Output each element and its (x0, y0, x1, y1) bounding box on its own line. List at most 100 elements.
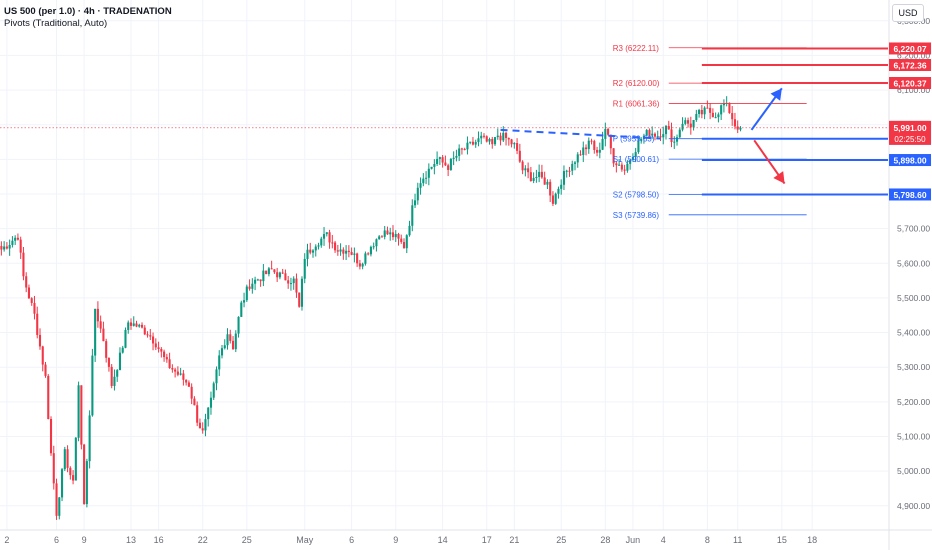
candle-body (460, 148, 463, 150)
candle-body (237, 316, 240, 334)
candle-body (532, 177, 535, 182)
pivot-label-s1: S1 (5900.61) (613, 155, 660, 164)
candle-body (66, 449, 69, 468)
candle-body (521, 161, 524, 171)
candle-body (152, 336, 155, 344)
candle-body (49, 419, 53, 454)
candle-body (356, 253, 359, 264)
candle-body (499, 135, 502, 141)
candle-body (549, 181, 552, 196)
candle-body (469, 141, 472, 143)
candle-body (231, 340, 235, 350)
candle-body (347, 250, 350, 253)
pivot-label-r1: R1 (6061.36) (613, 99, 660, 108)
price-tag: 6,120.37 (893, 79, 926, 89)
candle-body (626, 163, 629, 171)
candle-body (717, 114, 720, 118)
candle-body (254, 279, 257, 284)
candle-body (571, 163, 574, 171)
candle-body (306, 249, 309, 259)
candle-body (176, 371, 179, 375)
candle-body (196, 405, 199, 423)
x-tick-label: 17 (482, 535, 492, 545)
candle-body (276, 272, 279, 278)
candle-body (444, 162, 447, 166)
candle-body (728, 102, 731, 114)
candle-body (322, 234, 326, 239)
candle-body (720, 105, 723, 115)
candle-body (129, 322, 133, 326)
y-tick-label: 6,100.00 (897, 85, 930, 95)
candle-body (562, 171, 566, 185)
candle-body (709, 107, 712, 113)
candle-body (436, 158, 439, 165)
candle-body (3, 246, 6, 250)
candle-body (369, 246, 372, 255)
candle-body (168, 359, 171, 369)
candle-body (240, 302, 243, 317)
candle-body (430, 166, 433, 169)
y-tick-label: 5,200.00 (897, 397, 930, 407)
candle-body (416, 187, 419, 201)
candle-body (634, 152, 637, 158)
candle-body (582, 147, 585, 156)
candle-body (154, 343, 157, 348)
candle-body (535, 176, 538, 178)
candle-body (218, 355, 221, 370)
candle-body (58, 497, 61, 516)
candle-body (631, 157, 634, 160)
candle-body (284, 273, 287, 281)
y-tick-label: 5,700.00 (897, 224, 930, 234)
y-tick-label: 4,900.00 (897, 501, 930, 511)
candle-body (402, 241, 406, 249)
candle-body (618, 164, 621, 166)
candle-body (684, 120, 687, 124)
candle-body (662, 134, 665, 138)
x-tick-label: 25 (242, 535, 252, 545)
candle-body (538, 171, 541, 177)
candle-body (485, 136, 488, 142)
candle-body (637, 140, 640, 153)
candle-body (496, 135, 499, 138)
candle-body (143, 327, 146, 335)
price-tag-bg (889, 77, 931, 90)
candle-body (692, 120, 695, 128)
x-tick-label: 15 (777, 535, 787, 545)
candle-body (651, 133, 654, 136)
candle-body (243, 300, 246, 303)
candle-body (620, 164, 623, 170)
candle-body (267, 268, 270, 275)
candle-body (74, 437, 77, 481)
price-tag-bg (889, 188, 931, 201)
candle-body (14, 237, 17, 241)
candle-body (543, 177, 546, 185)
candle-body (309, 249, 312, 253)
candle-body (207, 407, 210, 420)
candle-body (389, 232, 392, 235)
candle-body (609, 134, 612, 149)
candle-body (80, 385, 83, 445)
candle-body (480, 135, 483, 139)
current-price-tag: 5,991.00 (893, 123, 926, 133)
candle-body (733, 119, 736, 127)
currency-button[interactable]: USD (892, 4, 924, 22)
x-tick-label: 22 (198, 535, 208, 545)
candle-body (593, 141, 596, 150)
candle-body (576, 154, 579, 163)
candle-body (226, 334, 229, 346)
candle-body (345, 250, 348, 254)
candle-body (22, 252, 25, 277)
candle-body (449, 158, 452, 170)
candle-body (623, 169, 626, 171)
candle-body (477, 138, 480, 143)
candle-body (703, 107, 706, 115)
candle-body (364, 253, 367, 264)
candle-body (656, 136, 659, 138)
candle-body (573, 162, 577, 164)
candle-body (36, 313, 39, 335)
candle-body (568, 170, 571, 172)
current-price-tag-bg (889, 120, 931, 145)
candle-body (331, 242, 334, 244)
candle-body (317, 245, 320, 247)
